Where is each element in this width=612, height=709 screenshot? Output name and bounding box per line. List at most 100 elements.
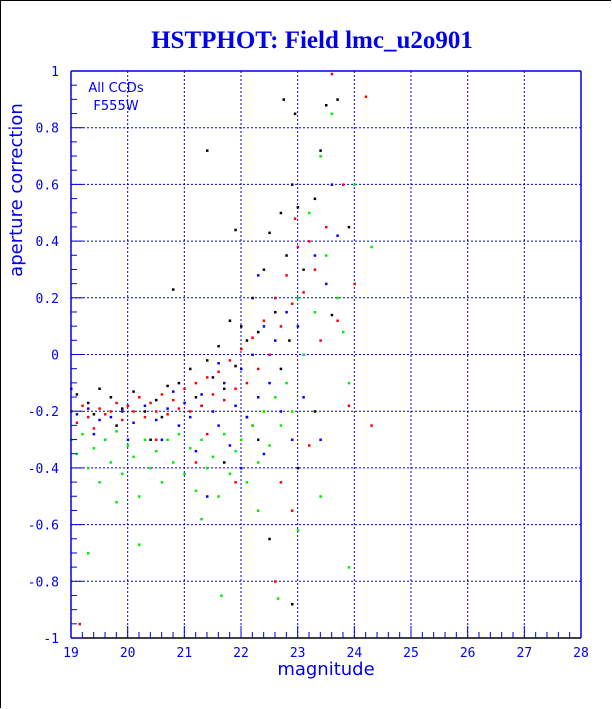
point-red	[262, 319, 266, 322]
point-green	[228, 472, 232, 476]
point-red	[172, 398, 175, 402]
point-green	[296, 529, 300, 532]
point-black	[296, 466, 300, 470]
point-green	[115, 430, 118, 433]
point-red	[364, 95, 368, 99]
point-black	[155, 398, 158, 402]
x-tick-label: 22	[233, 646, 249, 661]
point-green	[98, 481, 101, 484]
point-black	[257, 438, 260, 442]
point-green	[138, 495, 141, 498]
point-black	[206, 149, 209, 152]
point-green	[211, 455, 215, 459]
y-tick-label: 0.4	[36, 235, 60, 250]
point-black	[336, 98, 339, 101]
point-green	[291, 410, 294, 413]
point-blue	[240, 367, 243, 371]
annotation-filter: F555W	[93, 99, 138, 114]
point-black	[291, 183, 294, 186]
point-black	[325, 104, 328, 107]
point-black	[296, 206, 300, 209]
point-green	[126, 444, 130, 447]
point-red	[353, 282, 356, 286]
point-blue	[223, 381, 226, 385]
point-red	[336, 319, 339, 322]
x-tick-label: 27	[517, 646, 533, 661]
point-green	[302, 353, 305, 356]
y-tick-label: 1	[51, 65, 59, 80]
point-red	[98, 407, 101, 410]
point-blue	[262, 325, 266, 328]
point-black	[347, 225, 351, 229]
point-blue	[172, 390, 175, 393]
point-green	[257, 461, 260, 464]
point-green	[104, 438, 107, 442]
point-black	[302, 268, 305, 271]
point-green	[285, 381, 288, 385]
point-black	[330, 313, 334, 317]
point-red	[143, 415, 147, 419]
point-blue	[285, 310, 288, 314]
x-tick-label: 23	[290, 646, 306, 661]
point-blue	[257, 274, 260, 277]
point-red	[228, 359, 232, 362]
point-black	[234, 228, 237, 232]
point-green	[268, 444, 271, 447]
point-black	[279, 367, 283, 371]
point-blue	[330, 183, 334, 186]
point-blue	[279, 410, 283, 413]
point-black	[189, 367, 192, 371]
y-axis-label: aperture correction	[6, 103, 27, 277]
point-green	[155, 449, 158, 453]
point-blue	[268, 381, 271, 385]
point-green	[183, 472, 186, 476]
point-red	[126, 404, 130, 408]
point-green	[149, 466, 152, 470]
point-red	[132, 410, 135, 413]
point-red	[319, 339, 322, 342]
point-green	[319, 155, 322, 158]
point-blue	[325, 282, 328, 286]
point-black	[291, 602, 294, 606]
point-blue	[200, 393, 203, 396]
point-green	[296, 296, 300, 300]
point-blue	[245, 415, 249, 419]
point-green	[177, 432, 181, 436]
point-red	[251, 336, 254, 339]
point-red	[160, 393, 164, 396]
point-black	[319, 149, 322, 152]
point-green	[87, 551, 90, 555]
point-red	[274, 296, 277, 300]
point-black	[92, 413, 96, 416]
point-red	[370, 424, 373, 427]
point-red	[347, 404, 351, 408]
point-blue	[336, 234, 339, 237]
point-blue	[217, 424, 220, 427]
point-black	[121, 407, 124, 410]
point-green	[172, 461, 175, 464]
point-red	[308, 444, 311, 447]
point-black	[132, 390, 135, 393]
point-red	[75, 421, 79, 425]
y-tick-label: -0.8	[28, 575, 59, 590]
point-blue	[211, 410, 215, 413]
point-black	[234, 364, 237, 368]
x-axis-label: magnitude	[277, 659, 374, 680]
point-red	[194, 461, 198, 464]
x-tick-label: 20	[120, 646, 136, 661]
point-blue	[240, 466, 243, 470]
point-blue	[257, 396, 260, 399]
point-red	[155, 410, 158, 413]
data-points	[70, 72, 373, 626]
point-green	[342, 330, 345, 334]
point-red	[81, 404, 84, 408]
point-red	[291, 302, 294, 305]
point-red	[109, 410, 113, 413]
point-red	[200, 404, 203, 408]
y-tick-label: 0.2	[36, 292, 59, 307]
point-green	[166, 438, 169, 442]
point-blue	[206, 495, 209, 498]
point-black	[268, 231, 271, 235]
chart-title: HSTPHOT: Field lmc_u2o901	[151, 27, 473, 54]
